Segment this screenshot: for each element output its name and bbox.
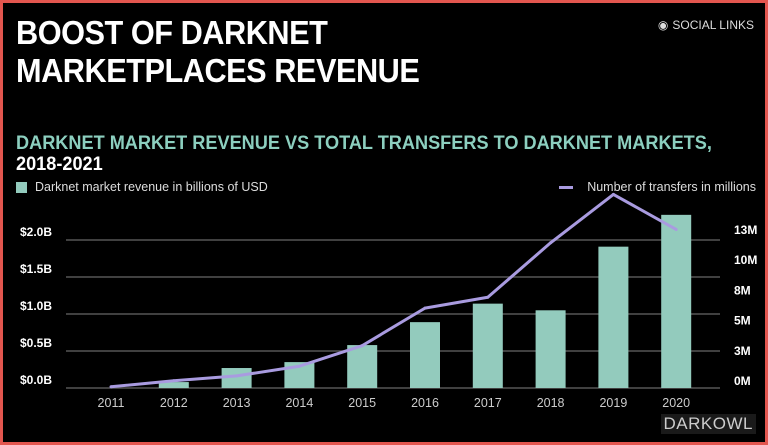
bar-2013 [221,368,252,388]
right-axis-tick-label: 3M [734,344,751,358]
x-tick-label: 2016 [411,396,439,410]
bar-2018 [535,310,566,388]
bar-2019 [598,246,629,388]
transfers-point-2012 [172,379,176,383]
transfers-point-2014 [297,364,301,368]
left-axis-tick-label: $0.0B [20,373,52,387]
left-axis-tick-label: $2.0B [20,225,52,239]
legend-label-transfers: Number of transfers in millions [587,180,756,194]
left-axis-tick-label: $1.5B [20,262,52,276]
bar-2012 [158,382,189,388]
chart-title-line-1: DARKNET MARKET REVENUE VS TOTAL TRANSFER… [16,132,712,154]
transfers-point-2018 [549,241,553,245]
bar-2015 [347,345,378,388]
x-tick-label: 2014 [285,396,313,410]
x-tick-label: 2018 [537,396,565,410]
right-axis-tick-label: 5M [734,314,751,328]
transfers-point-2017 [486,295,490,299]
right-axis-tick-label: 8M [734,283,751,297]
transfers-point-2015 [360,344,364,348]
transfers-point-2011 [109,385,113,389]
bar-2017 [472,303,503,388]
x-tick-label: 2011 [98,396,125,410]
left-axis-tick-label: $1.0B [20,299,52,313]
social-links-logo: ◉ SOCIAL LINKS [658,18,754,32]
title-line-1: BOOST OF DARKNET [16,14,328,51]
chart-title: DARKNET MARKET REVENUE VS TOTAL TRANSFER… [16,133,712,175]
transfers-point-2020 [674,227,678,231]
transfers-point-2019 [611,192,615,196]
legend-swatch-bar [16,181,27,193]
brand-text: SOCIAL LINKS [672,18,754,32]
transfers-line [110,192,677,389]
legend-revenue: Darknet market revenue in billions of US… [16,180,268,194]
bar-2016 [410,322,440,388]
right-axis-tick-label: 10M [734,253,757,267]
x-tick-label: 2017 [474,396,502,410]
legend-transfers: Number of transfers in millions [559,180,756,194]
x-tick-label: 2012 [160,396,188,410]
legend-swatch-line [559,185,574,189]
slide-title: BOOST OF DARKNET MARKETPLACES REVENUE [16,14,420,90]
darkowl-logo: DARKOWL [660,414,756,434]
title-line-2: MARKETPLACES REVENUE [16,52,420,89]
eye-icon: ◉ [657,18,669,32]
left-axis-tick-label: $0.5B [20,336,52,350]
transfers-point-2016 [423,306,427,310]
x-tick-label: 2020 [662,396,690,410]
bar-2020 [661,214,692,388]
right-axis-tick-label: 0M [734,374,751,388]
transfers-point-2013 [235,374,239,378]
right-axis-tick-label: 13M [734,223,757,237]
x-tick-label: 2019 [599,396,627,410]
legend-label-revenue: Darknet market revenue in billions of US… [35,180,268,194]
chart-title-line-2: 2018-2021 [16,153,103,175]
x-tick-label: 2015 [348,396,376,410]
x-tick-label: 2013 [223,396,251,410]
